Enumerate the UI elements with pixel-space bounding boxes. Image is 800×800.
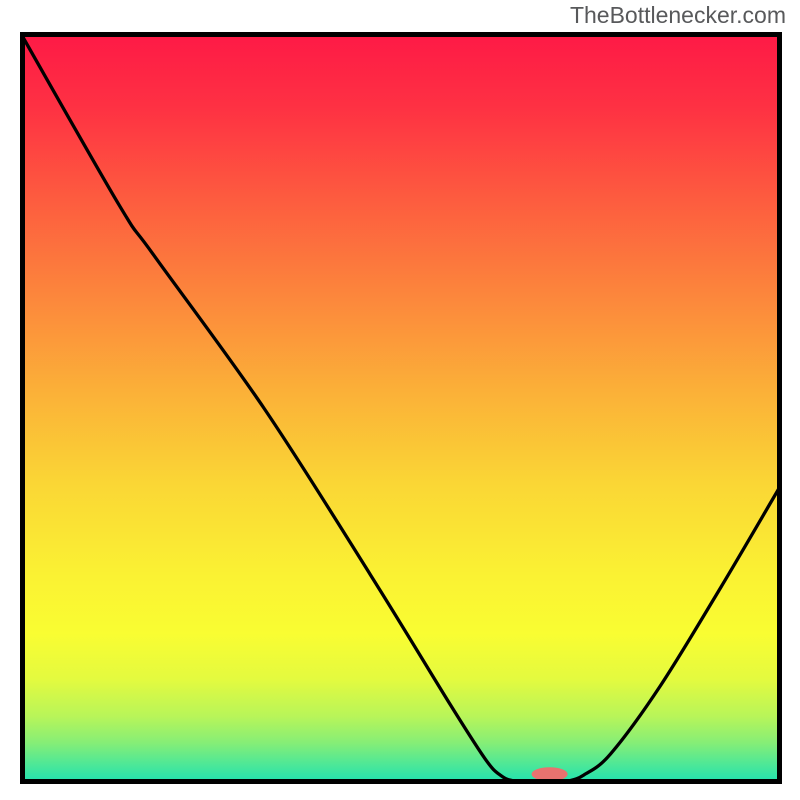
plot-frame <box>20 32 782 784</box>
watermark-text: TheBottlenecker.com <box>570 2 786 29</box>
